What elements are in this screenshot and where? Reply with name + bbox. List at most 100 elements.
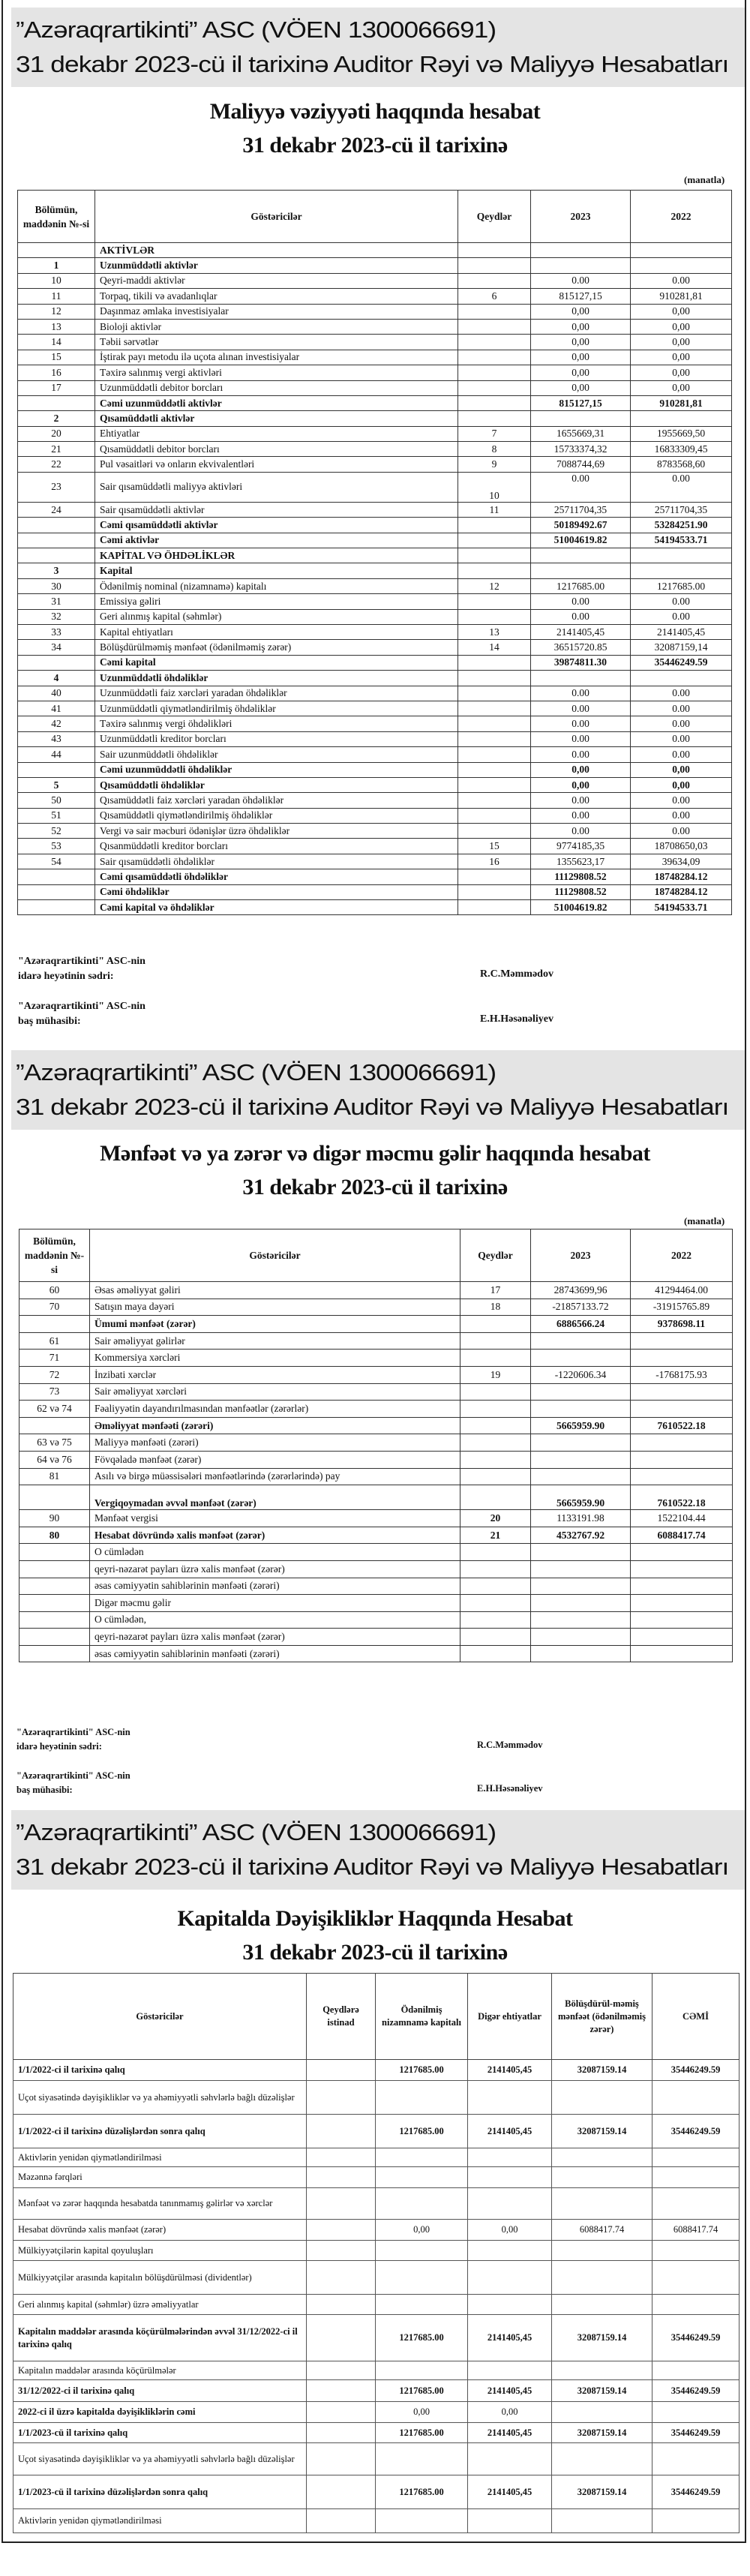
value-2022: 0,00 — [630, 761, 732, 778]
row-number: 50 — [17, 792, 95, 809]
document-banner: ”Azəraqrartikinti” ASC (VÖEN 1300066691)… — [11, 8, 745, 87]
value-retained: 32087159.14 — [551, 2059, 652, 2081]
value-2022 — [630, 1467, 733, 1486]
table-row: Kapitalın maddələr arasında köçürülmələr… — [13, 2314, 740, 2361]
row-label: qeyri-nəzarət payları üzrə xalis mənfəət… — [89, 1560, 460, 1578]
value-2023: 0.00 — [530, 823, 631, 839]
value-2022 — [630, 1594, 733, 1612]
row-number: 43 — [17, 731, 95, 748]
column-header: Göstəricilər — [89, 1229, 460, 1282]
row-number: 52 — [17, 823, 95, 839]
banner-subtitle: 31 dekabr 2023-cü il tarixinə Auditor Rə… — [16, 1854, 729, 1880]
value-capital: 0,00 — [375, 2401, 468, 2423]
row-note — [460, 1434, 531, 1452]
row-note: 21 — [460, 1526, 531, 1545]
value-2023 — [530, 242, 631, 259]
row-label: Uzunmüddətli öhdəliklər — [94, 670, 458, 686]
value-retained — [551, 2442, 652, 2475]
value-reserves — [467, 2240, 552, 2261]
value-2023: 6886566.24 — [530, 1315, 631, 1333]
column-header: Digər ehtiyatlar — [467, 1973, 552, 2060]
value-2023 — [530, 1349, 631, 1367]
table-row: 11 Torpaq, tikili və avadanlıqlar 6 815127,… — [17, 288, 732, 305]
row-note: 6 — [458, 288, 531, 305]
table-row: Cəmi aktivlər 51004619.82 54194533.71 — [17, 532, 732, 549]
column-header: CƏMİ — [652, 1973, 740, 2060]
value-2022: 32087159,14 — [630, 639, 732, 656]
row-label: Cəmi öhdəliklər — [94, 884, 458, 901]
signature-company: "Azəraqrartikinti" ASC-nin — [18, 1001, 146, 1012]
row-note — [458, 380, 531, 396]
signature-chairman-name: R.C.Məmmədov — [480, 968, 554, 980]
row-label: Kommersiya xərcləri — [89, 1349, 460, 1367]
table-row: 3 Kapital — [17, 563, 732, 579]
value-2022 — [630, 1644, 733, 1663]
row-number: 16 — [17, 365, 95, 381]
row-note: 14 — [458, 639, 531, 656]
value-2023 — [530, 1577, 631, 1596]
row-number: 31 — [17, 593, 95, 610]
column-header: Göstəricilər — [94, 190, 458, 243]
row-label: Mənfəət və zərər haqqında hesabatda tanı… — [13, 2187, 307, 2220]
table-row: 17 Uzunmüddətli debitor borcları 0,00 0,00 — [17, 380, 732, 396]
value-reserves: 2141405,45 — [467, 2314, 552, 2361]
table-row: qeyri-nəzarət payları üzrə xalis mənfəət… — [19, 1628, 733, 1646]
value-retained: 6088417.74 — [551, 2219, 652, 2241]
banner-company: ”Azəraqrartikinti” ASC (VÖEN 1300066691) — [16, 1059, 496, 1085]
row-note: 12 — [458, 578, 531, 595]
row-number: 5 — [17, 776, 95, 794]
row-label: Pul vəsaitləri və onların ekvivalentləri — [94, 456, 458, 473]
row-number — [17, 395, 95, 412]
value-2023: 0,00 — [530, 365, 631, 381]
value-2022: 0,00 — [630, 318, 732, 335]
row-note — [460, 1400, 531, 1418]
row-number — [17, 899, 95, 916]
value-2023 — [530, 1467, 631, 1486]
table-row: 51 Qısamüddətli qiymətləndirilmiş öhdəlik… — [17, 807, 732, 824]
value-2023: 15733374,32 — [530, 441, 631, 458]
value-total: 35446249.59 — [652, 2422, 740, 2443]
table-row: əsas cəmiyyətin sahiblərinin mənfəəti (z… — [19, 1644, 733, 1663]
row-note — [306, 2379, 376, 2402]
value-retained — [551, 2260, 652, 2295]
row-label: Qısamüddətli debitor borcları — [94, 441, 458, 458]
row-number — [19, 1644, 90, 1663]
value-reserves — [467, 2294, 552, 2315]
value-2022: 35446249.59 — [630, 654, 732, 671]
table-row: 14 Təbii sərvətlər 0,00 0,00 — [17, 334, 732, 350]
value-2022: 54194533.71 — [630, 532, 732, 549]
value-capital — [375, 2240, 468, 2261]
table-row: 44 Sair uzunmüddətli öhdəliklər 0.00 0.00 — [17, 746, 732, 763]
value-2023: 0.00 — [530, 608, 631, 625]
row-note — [458, 593, 531, 610]
signature-role: idarə heyətinin sədri: — [18, 971, 114, 982]
value-total — [652, 2260, 740, 2295]
value-retained — [551, 2187, 652, 2220]
value-2023 — [530, 410, 631, 427]
value-2023: 0.00 — [530, 471, 631, 503]
column-header: Bölüşdürül-məmiş mənfəət (ödənilməmiş zə… — [551, 1973, 652, 2060]
table-row: 1/1/2022-ci il tarixinə qalıq 1217685.00 2… — [13, 2059, 740, 2081]
value-2023 — [530, 1594, 631, 1612]
value-reserves — [467, 2260, 552, 2295]
signature-chairman-name: R.C.Məmmədov — [477, 1740, 543, 1750]
value-2022: 2141405,45 — [630, 623, 732, 641]
value-2022 — [630, 1349, 733, 1367]
table-row: 71 Kommersiya xərcləri — [19, 1349, 733, 1367]
row-number: 60 — [19, 1281, 90, 1299]
value-2023 — [530, 1628, 631, 1646]
row-note — [306, 2314, 376, 2361]
row-note — [458, 654, 531, 671]
value-2022: 1217685.00 — [630, 578, 732, 595]
value-2023: 1655669,31 — [530, 425, 631, 443]
signature-company: "Azəraqrartikinti" ASC-nin — [16, 1770, 130, 1781]
signature-accountant-name: E.H.Həsənəliyev — [477, 1783, 543, 1794]
row-label: 1/1/2023-cü il tarixinə qalıq — [13, 2422, 307, 2443]
row-label: Sair qısamüddətli öhdəliklər — [94, 853, 458, 870]
table-row: 61 Sair əməliyyat gəlirlər — [19, 1332, 733, 1350]
value-capital — [375, 2260, 468, 2295]
row-number — [17, 548, 95, 564]
value-retained — [551, 2166, 652, 2188]
value-2022 — [630, 1611, 733, 1629]
value-total: 6088417.74 — [652, 2219, 740, 2241]
